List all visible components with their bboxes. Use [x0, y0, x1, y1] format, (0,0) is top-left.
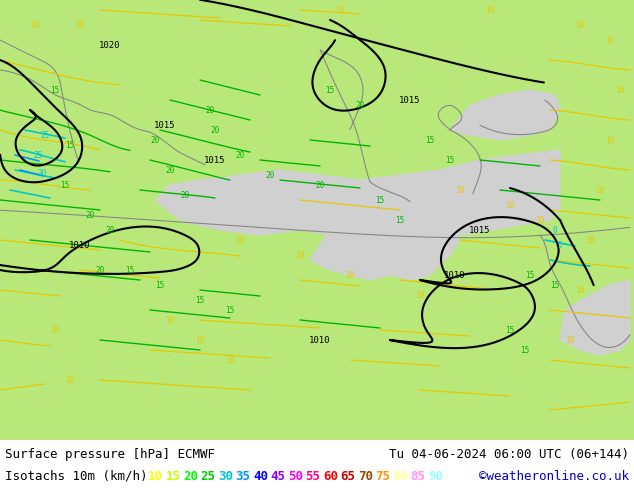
Text: 15: 15	[550, 280, 560, 290]
Text: 10: 10	[235, 236, 245, 245]
Text: 50: 50	[288, 469, 303, 483]
Text: 20: 20	[210, 125, 219, 134]
Text: 15: 15	[425, 136, 435, 145]
Text: 45: 45	[271, 469, 285, 483]
Text: 90: 90	[428, 469, 443, 483]
Text: 15: 15	[126, 266, 134, 274]
Text: 80: 80	[393, 469, 408, 483]
Text: 25: 25	[34, 150, 42, 160]
Text: 20: 20	[315, 180, 325, 190]
Text: 10: 10	[486, 5, 495, 15]
Text: 5: 5	[558, 241, 562, 249]
Text: 10: 10	[605, 136, 614, 145]
Text: 20: 20	[181, 191, 190, 199]
Text: 10: 10	[65, 375, 75, 385]
Text: 1010: 1010	[444, 270, 466, 279]
Text: 25: 25	[200, 469, 216, 483]
Text: 10: 10	[75, 21, 84, 29]
Text: 10: 10	[576, 286, 585, 294]
Text: 20: 20	[183, 469, 198, 483]
Polygon shape	[155, 150, 560, 245]
Text: 10: 10	[576, 21, 585, 29]
Text: 1010: 1010	[309, 336, 331, 344]
Text: 75: 75	[375, 469, 391, 483]
Text: 1015: 1015	[204, 155, 226, 165]
Text: 10: 10	[30, 21, 39, 29]
Polygon shape	[310, 215, 460, 280]
Text: 15: 15	[396, 216, 404, 224]
Text: 10: 10	[455, 186, 465, 195]
Text: 0: 0	[553, 225, 557, 235]
Text: 85: 85	[410, 469, 425, 483]
Text: 10: 10	[225, 356, 235, 365]
Text: 1015: 1015	[154, 121, 176, 129]
Text: 65: 65	[340, 469, 356, 483]
Text: 15: 15	[165, 469, 181, 483]
Text: 15: 15	[521, 345, 529, 354]
Text: 20: 20	[235, 150, 245, 160]
Text: 15: 15	[65, 141, 75, 149]
Text: Tu 04-06-2024 06:00 UTC (06+144): Tu 04-06-2024 06:00 UTC (06+144)	[389, 447, 629, 461]
Text: 10: 10	[165, 316, 174, 324]
Text: 10: 10	[566, 336, 574, 344]
Text: ©weatheronline.co.uk: ©weatheronline.co.uk	[479, 469, 629, 483]
Polygon shape	[560, 280, 630, 355]
Text: 10: 10	[335, 5, 345, 15]
Text: 40: 40	[253, 469, 268, 483]
Text: 10: 10	[595, 186, 605, 195]
Text: 15: 15	[445, 155, 455, 165]
Text: 10: 10	[415, 291, 425, 299]
Text: 10: 10	[148, 469, 163, 483]
Text: 10: 10	[195, 336, 205, 344]
Text: 20: 20	[205, 105, 215, 115]
Text: 15: 15	[505, 325, 515, 335]
Text: 20: 20	[105, 225, 115, 235]
Text: 15: 15	[325, 85, 335, 95]
Text: 20: 20	[266, 171, 275, 179]
Text: 10: 10	[605, 35, 614, 45]
Text: 20: 20	[95, 266, 105, 274]
Text: Surface pressure [hPa] ECMWF: Surface pressure [hPa] ECMWF	[5, 447, 215, 461]
Text: 20: 20	[150, 136, 160, 145]
Text: 10: 10	[616, 85, 624, 95]
Text: 1015: 1015	[469, 225, 491, 235]
Polygon shape	[450, 90, 560, 140]
Text: 10: 10	[50, 325, 60, 335]
Text: 10: 10	[295, 250, 304, 260]
Text: 10: 10	[535, 216, 545, 224]
Text: 1015: 1015	[399, 96, 421, 104]
Text: 15: 15	[50, 85, 60, 95]
Text: 15: 15	[375, 196, 385, 204]
Text: 1020: 1020	[100, 41, 120, 49]
Text: 15: 15	[526, 270, 534, 279]
Text: 20: 20	[165, 166, 174, 174]
Text: 30: 30	[218, 469, 233, 483]
Text: 15: 15	[225, 305, 235, 315]
Text: 30: 30	[37, 169, 47, 177]
Text: 1010: 1010	[69, 241, 91, 249]
Text: Isotachs 10m (km/h): Isotachs 10m (km/h)	[5, 469, 148, 483]
Text: 55: 55	[306, 469, 321, 483]
Text: 15: 15	[60, 180, 70, 190]
Text: 15: 15	[155, 280, 165, 290]
Text: 10: 10	[346, 270, 354, 279]
Text: 25: 25	[41, 130, 49, 140]
Text: 35: 35	[235, 469, 250, 483]
Text: 20: 20	[86, 211, 94, 220]
Text: 10: 10	[505, 200, 515, 210]
Text: 15: 15	[195, 295, 205, 304]
Text: 10: 10	[585, 236, 595, 245]
Text: 70: 70	[358, 469, 373, 483]
Text: 20: 20	[356, 100, 365, 109]
Text: 60: 60	[323, 469, 338, 483]
